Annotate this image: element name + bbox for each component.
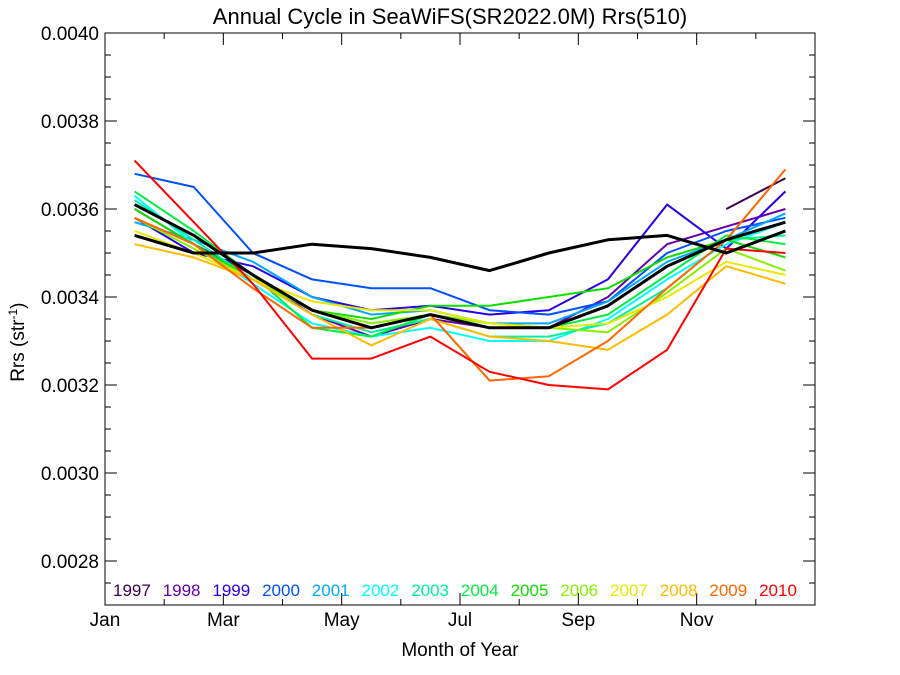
y-axis-label: Rrs (str-1) — [5, 302, 30, 382]
x-tick-label: Jan — [90, 610, 121, 631]
y-tick-label: 0.0032 — [41, 376, 99, 397]
legend-item-2005: 2005 — [511, 581, 549, 600]
legend-item-2001: 2001 — [312, 581, 350, 600]
series-line-1999 — [134, 190, 787, 316]
y-tick-label: 0.0028 — [41, 552, 99, 573]
series-line-mean-15 — [133, 203, 786, 330]
x-tick-label: Sep — [561, 610, 595, 631]
series-line-2002 — [133, 195, 786, 342]
series-line-mean-14 — [134, 229, 786, 273]
legend-item-2003: 2003 — [411, 581, 449, 600]
series-line-2009 — [134, 168, 787, 382]
legend-item-1999: 1999 — [212, 581, 250, 600]
y-tick-label: 0.0034 — [41, 288, 100, 309]
legend-item-2007: 2007 — [610, 581, 648, 600]
y-tick-label: 0.0030 — [41, 464, 99, 485]
chart-title: Annual Cycle in SeaWiFS(SR2022.0M) Rrs(5… — [212, 4, 688, 29]
series-line-1997 — [725, 177, 786, 210]
legend-item-2002: 2002 — [362, 581, 400, 600]
x-axis-label: Month of Year — [401, 640, 519, 661]
legend-item-1998: 1998 — [163, 581, 201, 600]
y-tick-label: 0.0040 — [41, 24, 99, 45]
x-tick-label: May — [324, 610, 360, 631]
legend-item-2004: 2004 — [461, 581, 499, 600]
series-line-2000 — [134, 172, 786, 316]
series-line-2008 — [134, 243, 786, 351]
legend-item-2010: 2010 — [759, 581, 797, 600]
legend-item-1997: 1997 — [113, 581, 151, 600]
series-line-2010 — [133, 159, 786, 391]
legend-item-2006: 2006 — [560, 581, 598, 600]
x-tick-label: Jul — [448, 610, 472, 631]
y-tick-label: 0.0038 — [41, 112, 99, 133]
legend-item-2000: 2000 — [262, 581, 300, 600]
y-tick-label: 0.0036 — [41, 200, 99, 221]
legend-item-2008: 2008 — [660, 581, 698, 600]
x-tick-label: Nov — [680, 610, 714, 631]
x-tick-label: Mar — [207, 610, 240, 631]
legend-item-2009: 2009 — [709, 581, 747, 600]
